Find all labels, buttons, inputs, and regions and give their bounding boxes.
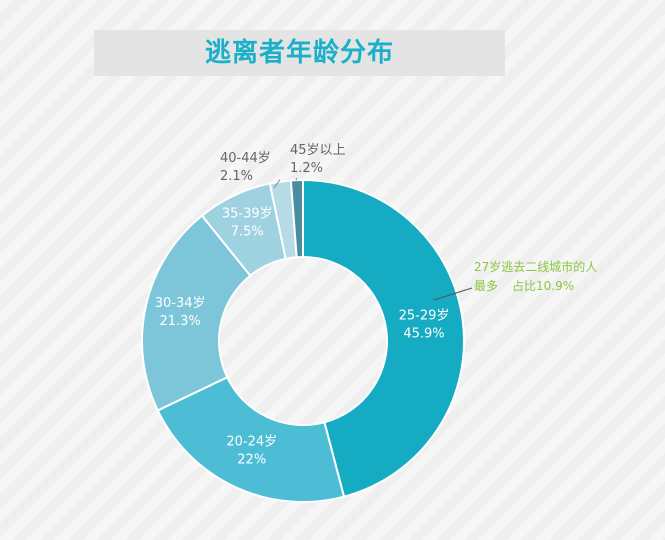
value-30-34: 21.3% xyxy=(159,314,200,329)
value-20-24: 22% xyxy=(237,453,266,468)
donut-slices xyxy=(141,178,465,503)
annotation-share: 占比10.9% xyxy=(512,279,575,293)
label-45: 45岁以上 xyxy=(290,143,346,158)
leader-40-44 xyxy=(273,179,281,189)
label-25-29: 25-29岁 xyxy=(399,308,450,323)
annotation-line-2: 最多 占比10.9% xyxy=(474,277,597,296)
title-banner: 逃离者年龄分布 xyxy=(94,30,505,76)
value-35-39: 7.5% xyxy=(231,225,264,240)
label-20-24: 20-24岁 xyxy=(226,435,277,450)
slice-45 xyxy=(289,178,304,259)
annotation-line-1: 27岁逃去二线城市的人 xyxy=(474,260,598,274)
chart-title: 逃离者年龄分布 xyxy=(204,38,394,68)
value-45: 1.2% xyxy=(290,161,323,176)
leader-45 xyxy=(295,177,298,181)
leader-lines xyxy=(273,177,473,301)
label-30-34: 30-34岁 xyxy=(155,296,206,311)
slice-25-29 xyxy=(302,178,465,498)
value-25-29: 45.9% xyxy=(403,326,444,341)
annotation: 27岁逃去二线城市的人 最多 占比10.9% xyxy=(474,258,597,296)
label-40-44: 40-44岁 xyxy=(220,151,271,166)
slice-labels: 25-29岁 45.9% 20-24岁 22% 30-34岁 21.3% 35-39岁 7.5… xyxy=(155,143,450,468)
annotation-most: 最多 xyxy=(474,279,499,293)
slice-20-24 xyxy=(156,375,346,503)
value-40-44: 2.1% xyxy=(220,169,253,184)
slice-30-34 xyxy=(141,214,252,412)
annotation-pointer xyxy=(433,287,473,301)
label-35-39: 35-39岁 xyxy=(222,207,273,222)
